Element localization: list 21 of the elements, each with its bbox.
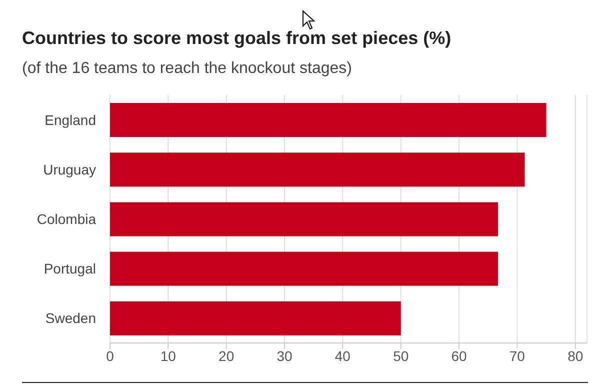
- x-tick-label: 0: [106, 348, 114, 364]
- bar: [110, 202, 498, 236]
- chart-title: Countries to score most goals from set pieces (%): [22, 28, 452, 49]
- x-tick-label: 10: [160, 348, 176, 364]
- x-tick-label: 70: [509, 348, 526, 364]
- x-tick-label: 40: [334, 348, 351, 364]
- y-tick-label: England: [44, 112, 96, 128]
- y-tick-label: Portugal: [44, 260, 96, 277]
- bar: [110, 103, 546, 137]
- y-tick-label: Uruguay: [43, 161, 96, 178]
- x-tick-label: 50: [393, 348, 409, 364]
- x-tick-label: 80: [568, 348, 584, 364]
- chart-subtitle: (of the 16 teams to reach the knockout stages): [22, 60, 352, 78]
- y-tick-label: Sweden: [45, 310, 96, 326]
- x-tick-label: 60: [451, 348, 468, 364]
- x-tick-label: 30: [276, 348, 293, 364]
- bar: [110, 301, 401, 336]
- bar: [110, 252, 498, 286]
- y-tick-label: Colombia: [36, 210, 96, 227]
- bar: [110, 152, 525, 187]
- x-tick-label: 20: [218, 348, 234, 364]
